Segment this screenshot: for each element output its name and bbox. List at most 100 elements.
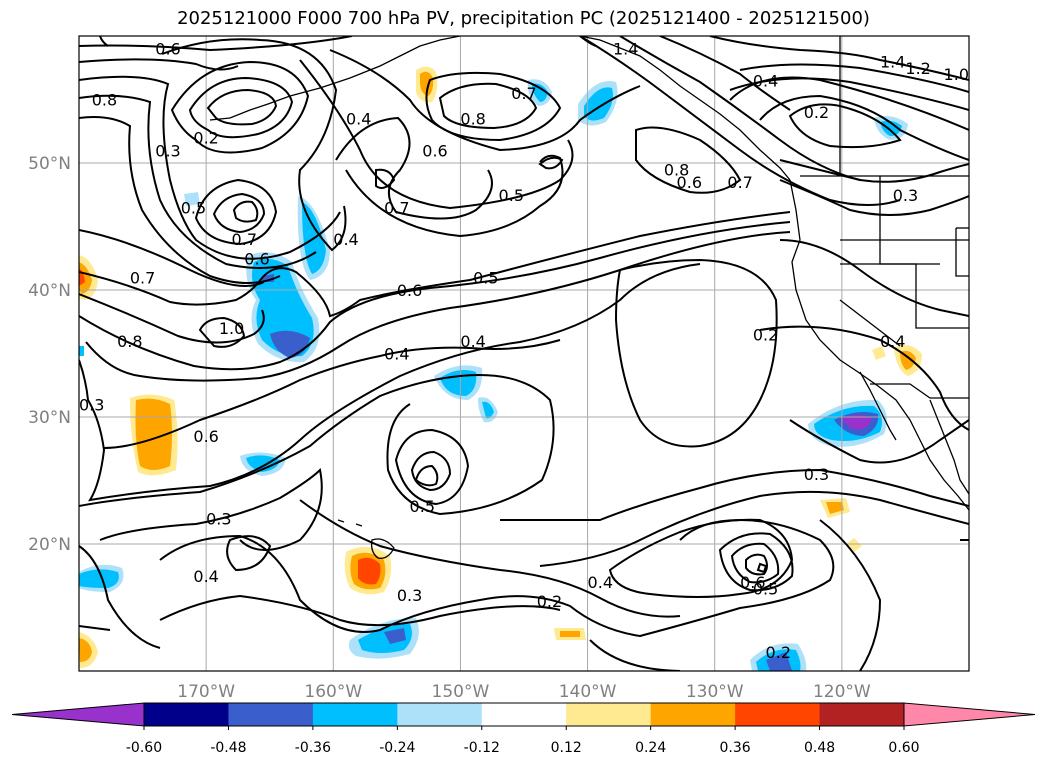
contour-label: 0.4 xyxy=(588,573,613,592)
pv-contour xyxy=(729,76,969,131)
pv-contour xyxy=(329,49,641,152)
pv-contour xyxy=(103,339,561,449)
longitude-tick-labels: 170°W 160°W 150°W 140°W 130°W 120°W xyxy=(177,682,871,702)
border-us-mexico xyxy=(870,383,969,399)
contour-label: 0.7 xyxy=(232,230,257,249)
contour-label: 0.4 xyxy=(460,332,485,351)
colorbar-tick-label: 0.24 xyxy=(635,740,666,756)
pv-contour xyxy=(79,211,791,318)
pv-contour xyxy=(619,36,861,181)
pv-contour xyxy=(79,58,239,71)
hawaii-islands xyxy=(337,519,395,559)
contour-label: 0.3 xyxy=(397,586,422,605)
colorbar-tick-label: -0.36 xyxy=(295,740,331,756)
pv-contour xyxy=(579,36,901,206)
contour-label: 0.4 xyxy=(880,332,905,351)
pv-contour xyxy=(635,126,742,194)
pv-contour xyxy=(756,562,768,574)
lat-tick-label: 20°N xyxy=(28,535,71,555)
pv-contour xyxy=(232,200,259,223)
lon-tick-label: 160°W xyxy=(304,682,362,702)
colorbar-segment xyxy=(566,703,652,726)
pv-contour xyxy=(99,36,109,47)
precip-negative-patch xyxy=(482,401,494,419)
pv-contour xyxy=(79,263,701,502)
colorbar-frame xyxy=(143,702,905,727)
coastline-mexico xyxy=(929,399,969,495)
colorbar-segment xyxy=(312,703,398,726)
pv-contour xyxy=(159,518,835,638)
contour-label: 0.3 xyxy=(155,141,180,160)
pv-contour xyxy=(789,419,969,464)
colorbar-tick-label: -0.24 xyxy=(379,740,415,756)
precip-negative-patch xyxy=(842,415,872,430)
contour-label: 0.4 xyxy=(384,345,409,364)
contour-label-layer: 0.6 1.41.4 1.2 1.00.80.40.70.80.20.4 0.20.3 0… xyxy=(79,40,969,662)
pv-contour xyxy=(79,94,317,269)
colorbar-tick-labels: -0.60 -0.48 -0.36 -0.24 -0.12 0.12 0.24 0.36 0.4… xyxy=(126,726,920,756)
pv-contour xyxy=(538,156,564,170)
precip-positive-patch xyxy=(846,538,862,552)
pv-contour xyxy=(414,464,439,487)
contour-label: 1.2 xyxy=(905,59,930,78)
contour-label: 0.4 xyxy=(753,71,778,90)
contour-label: 0.2 xyxy=(804,103,829,122)
contour-label: 0.3 xyxy=(206,510,231,529)
contour-label: 1.0 xyxy=(944,65,969,84)
pv-contour xyxy=(659,36,791,111)
pv-contour xyxy=(85,231,791,382)
contour-label: 0.3 xyxy=(79,395,104,414)
border-state xyxy=(955,228,969,277)
pv-contour xyxy=(819,519,882,671)
contour-label: 0.2 xyxy=(193,129,218,148)
lon-tick-label: 150°W xyxy=(432,682,490,702)
lon-tick-label: 120°W xyxy=(813,682,871,702)
contour-label: 0.4 xyxy=(333,230,358,249)
pv-contour xyxy=(161,38,347,252)
precip-positive-patch xyxy=(900,350,916,370)
latitude-tick-labels: 50°N 40°N 30°N 20°N xyxy=(28,154,71,555)
pv-contour xyxy=(500,468,969,522)
coastline-west-coast xyxy=(789,179,969,511)
coastline-baja xyxy=(859,371,897,441)
colorbar-segment xyxy=(144,703,229,726)
contour-label: 1.4 xyxy=(613,40,638,59)
precip-negative-patch xyxy=(79,346,84,356)
contour-label: 0.2 xyxy=(766,643,791,662)
precip-negative-patch xyxy=(532,83,548,102)
contour-label: 0.6 xyxy=(244,249,269,268)
lon-tick-label: 130°W xyxy=(686,682,744,702)
precip-negative-patch xyxy=(79,569,119,588)
precip-positive-patch xyxy=(826,502,844,514)
precip-negative-patch xyxy=(246,455,280,472)
pv-contour xyxy=(745,553,768,576)
colorbar-segment xyxy=(397,703,483,726)
colorbar-segment xyxy=(228,703,314,726)
contour-label: 0.8 xyxy=(92,91,117,110)
pv-contour xyxy=(730,542,780,584)
pv-contour xyxy=(718,532,794,592)
pv-contour xyxy=(759,94,969,161)
contour-label: 0.6 xyxy=(155,40,180,59)
pv-contour xyxy=(188,76,294,139)
pv-contour xyxy=(335,116,493,220)
pv-contour xyxy=(212,192,266,234)
pv-contour xyxy=(159,594,561,627)
map-background xyxy=(79,36,969,671)
contour-label: 0.6 xyxy=(740,573,765,592)
colorbar-tick-label: -0.60 xyxy=(126,740,162,756)
colorbar xyxy=(11,702,1036,727)
contour-label: 0.8 xyxy=(664,160,689,179)
border-state xyxy=(839,299,901,347)
precip-positive-patch xyxy=(358,557,381,585)
colorbar-extend-high xyxy=(903,702,1036,727)
contour-label: 0.5 xyxy=(181,198,206,217)
contour-label: 1.0 xyxy=(219,319,244,338)
pv-contour xyxy=(425,71,562,142)
pv-contour xyxy=(759,325,969,431)
colorbar-tick-label: -0.12 xyxy=(464,740,500,756)
coastline-layer xyxy=(209,36,969,559)
pv-contour xyxy=(79,116,281,284)
colorbar-tick-label: 0.36 xyxy=(720,740,751,756)
